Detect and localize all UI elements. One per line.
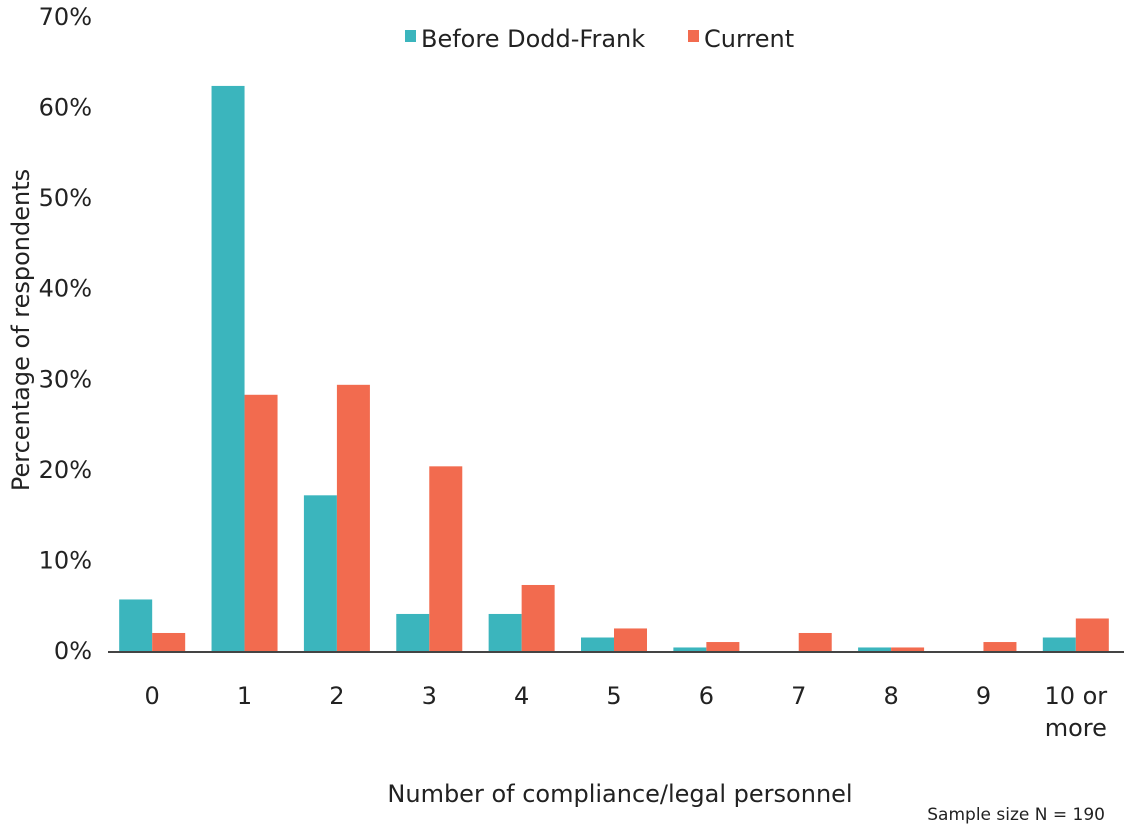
y-tick-label: 30% (39, 365, 92, 393)
legend-label: Current (704, 25, 794, 53)
bar (488, 613, 522, 652)
y-tick-label: 60% (39, 94, 92, 122)
bar (396, 613, 430, 652)
bar (152, 632, 186, 652)
y-tick-label: 10% (39, 546, 92, 574)
bar (429, 466, 463, 652)
bar (211, 85, 245, 652)
x-tick-label: 9 (975, 682, 992, 710)
bar (891, 647, 925, 652)
legend-swatch (405, 30, 416, 42)
x-tick-label: 7 (791, 682, 807, 710)
bar (521, 584, 555, 652)
x-tick-label: 2 (329, 682, 345, 710)
bar (983, 642, 1017, 652)
bar (706, 642, 740, 652)
bar (614, 628, 647, 652)
y-axis-title: Percentage of respondents (7, 169, 35, 491)
x-tick-label: 5 (606, 682, 622, 710)
bar (673, 647, 707, 652)
x-tick-label: 0 (144, 682, 160, 710)
bar (1075, 618, 1109, 652)
x-tick-label: 6 (698, 682, 714, 710)
bar (858, 647, 892, 652)
x-tick-label: 4 (513, 682, 530, 710)
legend-swatch (688, 30, 699, 42)
legend-label: Before Dodd-Frank (421, 25, 645, 53)
x-tick-label: 8 (883, 682, 899, 710)
bar (119, 599, 153, 652)
bar (798, 632, 832, 652)
bar (244, 394, 278, 652)
x-axis-title: Number of compliance/legal personnel (387, 780, 852, 808)
x-tick-label: 3 (421, 682, 437, 710)
bar (581, 637, 614, 652)
y-tick-label: 70% (39, 3, 92, 31)
x-tick-label: 1 (236, 682, 253, 710)
bar (336, 384, 370, 652)
y-tick-label: 50% (39, 184, 92, 212)
bar (303, 495, 337, 652)
bar (1042, 637, 1076, 652)
y-tick-label: 20% (39, 456, 92, 484)
y-tick-label: 40% (39, 275, 92, 303)
y-tick-label: 0% (54, 637, 92, 665)
note: Sample size N = 190 (927, 805, 1105, 825)
x-tick-label: 10 or more (1044, 682, 1108, 742)
